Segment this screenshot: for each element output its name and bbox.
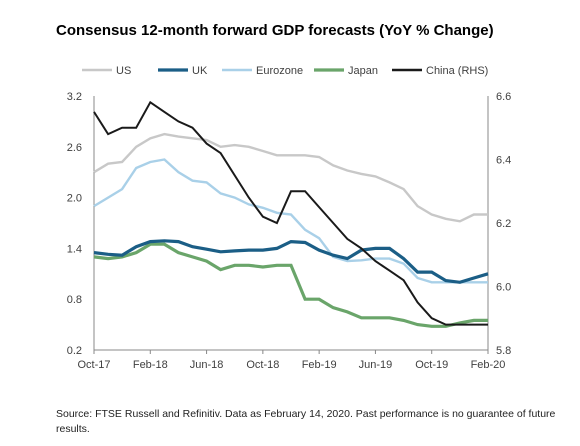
x-tick-label: Oct-18 [246, 359, 279, 371]
legend-label: Japan [348, 65, 378, 77]
y-right-tick-label: 6.6 [496, 91, 511, 103]
x-tick-label: Jun-19 [359, 359, 393, 371]
x-tick-label: Feb-18 [133, 359, 168, 371]
x-tick-label: Jun-18 [190, 359, 224, 371]
series-line-china-rhs [93, 100, 488, 326]
source-footnote: Source: FTSE Russell and Refinitiv. Data… [56, 408, 556, 435]
legend-label: UK [192, 65, 208, 77]
series-line-japan [93, 242, 488, 328]
y-right-tick-label: 5.8 [496, 345, 511, 357]
legend-label: China (RHS) [426, 65, 488, 77]
y-left-tick-label: 2.0 [67, 193, 82, 205]
chart-axes: 0.2 0.8 1.4 2.0 2.6 3.2 5.8 6.0 6.2 6.4 6.6 Oct-17 F… [67, 91, 512, 371]
x-tick-label: Oct-17 [77, 359, 110, 371]
series-line-uk [93, 239, 489, 284]
x-tick-label: Feb-20 [471, 359, 506, 371]
series-line-us [93, 132, 488, 223]
y-right-tick-label: 6.4 [496, 155, 511, 167]
y-right-tick-label: 6.0 [496, 282, 511, 294]
y-left-tick-label: 3.2 [67, 91, 82, 103]
chart-title: Consensus 12-month forward GDP forecasts… [56, 22, 494, 39]
y-left-tick-label: 0.2 [67, 345, 82, 357]
y-right-tick-label: 6.2 [496, 218, 511, 230]
y-left-tick-label: 2.6 [67, 142, 82, 154]
x-tick-label: Oct-19 [415, 359, 448, 371]
legend-label: US [116, 65, 131, 77]
y-left-tick-label: 1.4 [67, 243, 82, 255]
y-left-tick-label: 0.8 [67, 294, 82, 306]
series-line-eurozone [93, 158, 488, 284]
x-tick-label: Feb-19 [302, 359, 337, 371]
legend-label: Eurozone [256, 65, 303, 77]
chart-legend: US UK Eurozone Japan China (RHS) [82, 65, 488, 77]
chart-series [93, 100, 489, 328]
